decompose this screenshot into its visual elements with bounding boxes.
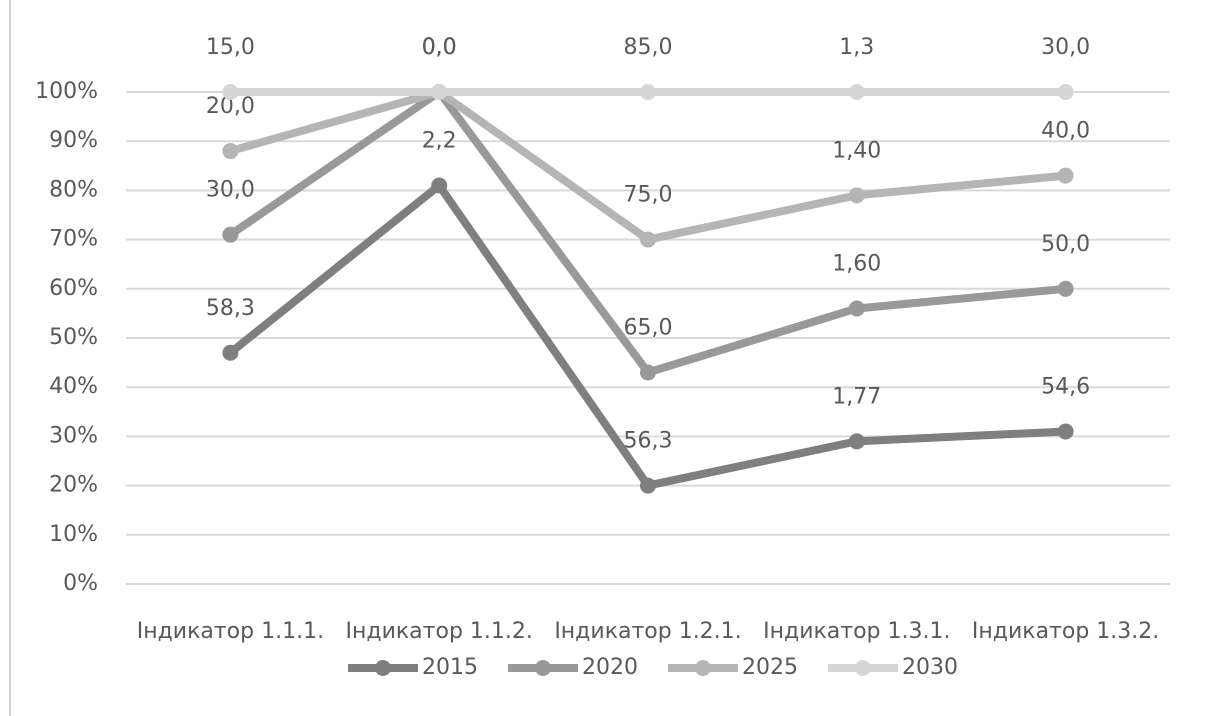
point [848,300,865,317]
point-label: 56,3 [624,429,673,454]
point [640,84,656,100]
point [222,143,239,160]
y-tick-label: 70% [49,227,98,252]
point [1057,167,1074,184]
legend-marker [375,660,391,676]
point [222,84,239,100]
point [848,433,865,450]
legend-marker [695,660,711,676]
legend-marker [855,660,871,676]
point [222,344,239,361]
y-tick-label: 20% [49,473,98,498]
point-label: 1,60 [832,251,881,276]
y-tick-label: 0% [63,571,98,596]
y-tick-label: 80% [49,177,98,202]
point [848,187,865,204]
point-label: 65,0 [624,315,673,340]
y-tick-label: 30% [49,423,98,448]
point-label: 0,0 [422,35,457,60]
point [1057,280,1074,297]
x-tick-label: Індикатор 1.3.2. [972,619,1159,644]
point-label: 30,0 [206,178,255,203]
point-label: 85,0 [624,35,673,60]
point-label: 0,0 [422,35,457,60]
point-label: 30,0 [1041,35,1090,60]
x-tick-label: Індикатор 1.1.1. [137,619,324,644]
point-label: 54,6 [1041,374,1090,399]
x-tick-label: Індикатор 1.2.1. [554,619,741,644]
legend-label: 2020 [582,655,638,680]
point [1057,423,1074,440]
legend-marker [535,660,551,676]
point [640,364,656,381]
y-tick-label: 10% [49,522,98,547]
point-label: 15,0 [206,35,255,60]
point-label: 58,3 [206,296,255,321]
point-label: 50,0 [1041,232,1090,257]
y-tick-label: 60% [49,276,98,301]
point-label: 75,0 [624,183,673,208]
point-label: 40,0 [1041,119,1090,144]
x-tick-label: Індикатор 1.3.1. [763,619,950,644]
point-label: 1,3 [839,35,874,60]
point-label: 0,0 [422,35,457,60]
point [222,226,239,243]
x-tick-label: Індикатор 1.1.2. [346,619,533,644]
y-tick-label: 100% [35,79,98,104]
point [1057,84,1074,100]
point [431,84,448,100]
legend-label: 2025 [742,655,798,680]
point-label: 1,77 [832,384,881,409]
y-tick-label: 40% [49,374,98,399]
point-label: 2,2 [422,128,457,153]
series-line [229,88,1066,244]
y-tick-label: 50% [49,325,98,350]
point [640,477,656,494]
point [640,231,656,248]
point-label: 1,40 [832,138,881,163]
point [431,177,448,194]
point [848,84,865,100]
legend-label: 2015 [422,655,478,680]
legend-label: 2030 [902,655,958,680]
y-tick-label: 90% [49,128,98,153]
